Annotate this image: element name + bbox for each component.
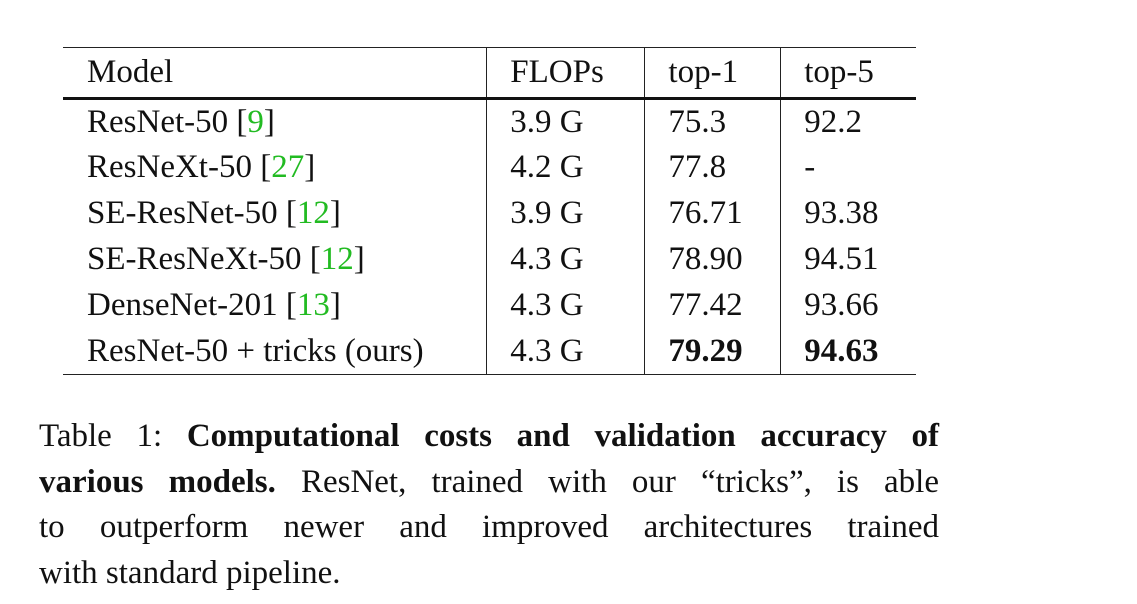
cell-top5: - xyxy=(780,144,916,191)
caption-line-4: with standard pipeline. xyxy=(39,554,341,591)
caption-title-part-2: various models. xyxy=(39,463,276,500)
cell-model: ResNet-50 [9] xyxy=(87,103,275,140)
cell-top1: 77.42 xyxy=(644,282,781,329)
cell-flops: 3.9 G xyxy=(486,190,645,237)
cell-top1: 77.8 xyxy=(644,144,781,191)
citation-link[interactable]: 9 xyxy=(247,103,264,140)
cell-top5: 92.2 xyxy=(780,98,916,145)
table-row: ResNeXt-50 [27] 4.2 G 77.8- xyxy=(63,144,916,191)
model-name: ResNeXt-50 xyxy=(87,149,252,185)
model-name: SE-ResNet-50 xyxy=(87,195,278,231)
cell-model: SE-ResNeXt-50 [12] xyxy=(87,241,365,277)
cell-flops: 4.3 G xyxy=(486,236,645,283)
table-caption: Table 1: Computational costs and validat… xyxy=(39,414,939,596)
cell-top1: 79.29 xyxy=(644,328,781,375)
header-top1: top-1 xyxy=(644,47,781,100)
caption-title-part-1: Computational costs and validation accur… xyxy=(186,418,940,454)
cell-model: SE-ResNet-50 [12] xyxy=(87,195,341,231)
cell-top1: 78.90 xyxy=(644,236,781,283)
cell-flops: 4.2 G xyxy=(486,144,645,191)
cell-flops: 4.3 G xyxy=(486,328,645,375)
cell-top5: 94.51 xyxy=(780,236,916,283)
cell-top5: 93.38 xyxy=(780,190,916,237)
results-table: Model FLOPs top-1 top-5 ResNet-50 [9] 3.9… xyxy=(63,47,916,375)
cell-flops: 4.3 G xyxy=(486,282,645,329)
table-row: SE-ResNeXt-50 [12] 4.3 G 78.90 94.51 xyxy=(63,236,916,283)
cell-flops: 3.9 G xyxy=(486,98,645,145)
cell-top1: 75.3 xyxy=(644,98,781,145)
citation-link[interactable]: 13 xyxy=(296,287,330,323)
table-row: SE-ResNet-50 [12] 3.9 G 76.71 93.38 xyxy=(63,190,916,237)
citation-link[interactable]: 12 xyxy=(296,195,330,231)
model-name: SE-ResNeXt-50 xyxy=(87,241,302,277)
table-header-row: Model FLOPs top-1 top-5 xyxy=(63,47,916,100)
table-row: DenseNet-201 [13] 4.3 G 77.42 93.66 xyxy=(63,282,916,329)
caption-line-1: Table 1: Computational costs and validat… xyxy=(39,414,939,460)
cell-top5: 93.66 xyxy=(780,282,916,329)
citation-link[interactable]: 27 xyxy=(271,149,305,185)
header-top5: top-5 xyxy=(780,47,916,100)
cell-top5: 94.63 xyxy=(780,328,916,375)
header-model: Model xyxy=(63,47,487,100)
cell-model: DenseNet-201 [13] xyxy=(87,287,341,323)
cell-top1: 76.71 xyxy=(644,190,781,237)
table-row: ResNet-50 + tricks (ours) 4.3 G 79.29 94.63 xyxy=(63,328,916,375)
model-name: ResNet-50 xyxy=(87,103,229,140)
caption-line-3: to outperform newer and improved archite… xyxy=(39,509,939,545)
caption-line-2: various models. ResNet, trained with our… xyxy=(39,460,939,506)
caption-text-part-1: ResNet, trained with our “tricks”, is ab… xyxy=(300,463,939,500)
table-row: ResNet-50 [9] 3.9 G 75.3 92.2 xyxy=(63,98,916,145)
cell-model: ResNet-50 + tricks (ours) xyxy=(63,328,487,375)
header-flops: FLOPs xyxy=(486,47,645,100)
model-name: ResNet-50 + tricks (ours) xyxy=(87,332,424,369)
table-body: ResNet-50 [9] 3.9 G 75.3 92.2 ResNeXt-50 [27… xyxy=(63,98,916,375)
model-name: DenseNet-201 xyxy=(87,287,278,323)
caption-label: Table 1: xyxy=(39,418,163,454)
citation-link[interactable]: 12 xyxy=(320,241,354,277)
cell-model: ResNeXt-50 [27] xyxy=(87,149,316,185)
